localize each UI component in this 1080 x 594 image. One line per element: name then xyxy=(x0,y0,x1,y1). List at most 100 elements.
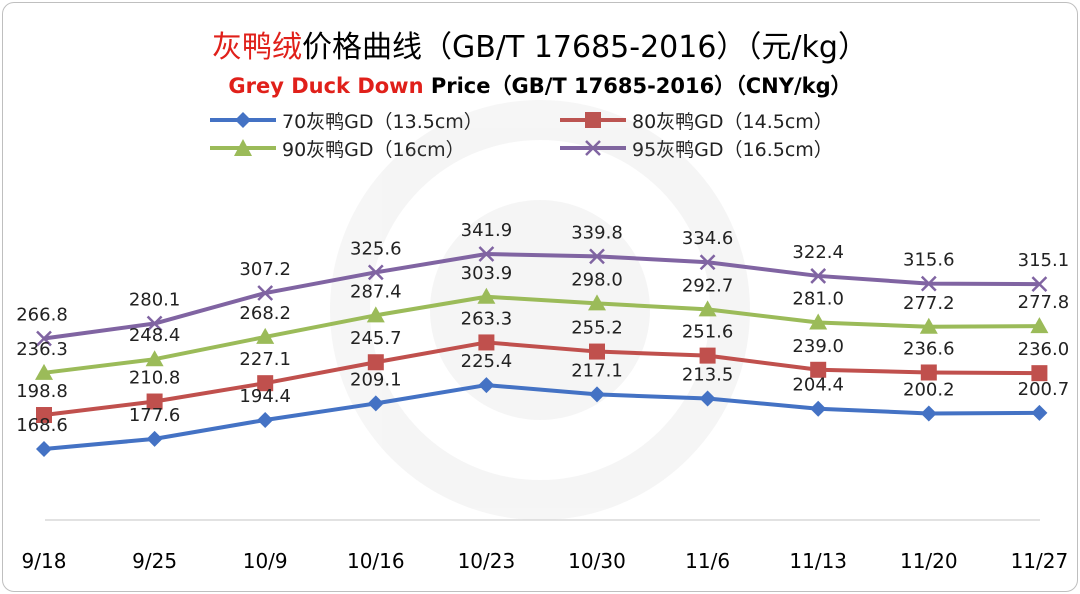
data-label: 177.6 xyxy=(129,405,181,426)
chart-title-cn-highlight: 灰鸭绒 xyxy=(212,30,303,65)
x-tick-label: 11/20 xyxy=(900,549,958,573)
data-point xyxy=(1031,365,1048,382)
legend-marker-x-icon xyxy=(560,140,626,156)
data-label: 263.3 xyxy=(461,308,513,329)
data-point xyxy=(588,294,606,311)
data-point xyxy=(920,364,937,381)
data-label: 236.3 xyxy=(16,339,68,360)
data-label: 248.4 xyxy=(129,325,181,346)
legend-marker-square-icon xyxy=(560,112,626,128)
data-label: 339.8 xyxy=(571,222,623,243)
chart-title-en-rest: Price（GB/T 17685-2016）（CNY/kg） xyxy=(423,74,852,98)
legend-label-95: 95灰鸭GD（16.5cm） xyxy=(632,138,833,161)
data-label: 292.7 xyxy=(682,275,734,296)
data-point xyxy=(257,411,274,428)
data-label: 281.0 xyxy=(792,289,844,310)
series-line-0 xyxy=(43,383,1040,451)
data-label: 325.6 xyxy=(350,238,402,259)
data-point xyxy=(256,327,275,344)
legend-marker-diamond-icon xyxy=(210,112,276,128)
data-point xyxy=(36,407,52,424)
x-tick-label: 9/18 xyxy=(22,549,67,573)
legend-item-70: 70灰鸭GD（13.5cm） xyxy=(210,108,483,133)
data-label: 322.4 xyxy=(792,242,844,263)
data-label: 209.1 xyxy=(350,369,402,390)
data-point xyxy=(699,347,716,364)
data-point xyxy=(920,405,937,422)
legend-item-90: 90灰鸭GD（16cm） xyxy=(210,136,465,161)
data-point xyxy=(366,306,385,323)
data-label: 236.6 xyxy=(903,338,955,359)
data-point xyxy=(36,330,52,347)
data-label: 227.1 xyxy=(239,349,291,370)
data-point xyxy=(589,248,605,265)
data-label: 315.6 xyxy=(903,250,955,271)
x-tick-label: 10/23 xyxy=(458,549,516,573)
legend-label-70: 70灰鸭GD（13.5cm） xyxy=(282,110,483,133)
legend-label-90: 90灰鸭GD（16cm） xyxy=(282,138,465,161)
data-point xyxy=(367,264,384,281)
data-point xyxy=(589,343,605,360)
data-point xyxy=(478,377,495,394)
data-point xyxy=(1031,276,1048,293)
data-label: 334.6 xyxy=(682,228,734,249)
data-point xyxy=(367,354,384,371)
x-tick-label: 10/9 xyxy=(243,549,288,573)
data-label: 303.9 xyxy=(461,263,513,284)
data-point xyxy=(478,246,495,262)
series-line-2 xyxy=(43,294,1040,375)
data-label: 168.6 xyxy=(16,415,68,436)
data-point xyxy=(257,375,274,392)
data-label: 225.4 xyxy=(461,351,513,372)
data-label: 217.1 xyxy=(571,360,623,381)
series-line-1 xyxy=(43,340,1040,418)
data-point xyxy=(809,313,828,330)
legend-item-80: 80灰鸭GD（14.5cm） xyxy=(560,108,833,133)
data-label: 341.9 xyxy=(461,220,513,241)
x-tick-label: 11/6 xyxy=(685,549,730,573)
chart-title-cn-rest: 价格曲线（GB/T 17685-2016）（元/kg） xyxy=(302,30,868,65)
data-label: 200.7 xyxy=(1018,379,1070,400)
data-point xyxy=(146,315,163,332)
data-label: 287.4 xyxy=(350,281,402,302)
data-label: 213.5 xyxy=(682,364,734,385)
data-point xyxy=(810,400,827,417)
chart-title-cn: 灰鸭绒价格曲线（GB/T 17685-2016）（元/kg） xyxy=(0,22,1080,66)
data-label: 266.8 xyxy=(16,305,68,326)
data-point xyxy=(146,430,163,447)
data-label: 236.0 xyxy=(1018,339,1070,360)
data-label: 277.8 xyxy=(1018,292,1070,313)
data-label: 194.4 xyxy=(239,386,291,407)
data-point xyxy=(367,395,384,412)
data-label: 204.4 xyxy=(792,375,844,396)
data-point xyxy=(810,361,827,378)
data-label: 268.2 xyxy=(239,303,291,324)
data-point xyxy=(257,285,274,301)
x-tick-label: 11/13 xyxy=(789,549,847,573)
data-label: 277.2 xyxy=(903,293,955,314)
data-label: 280.1 xyxy=(129,290,181,311)
data-point xyxy=(699,254,716,271)
data-label: 315.1 xyxy=(1018,250,1070,271)
data-point xyxy=(699,390,716,407)
data-label: 239.0 xyxy=(792,336,844,357)
data-point xyxy=(145,350,164,367)
data-label: 198.8 xyxy=(16,381,68,402)
data-point xyxy=(920,275,937,292)
data-point xyxy=(1031,404,1048,421)
data-label: 255.2 xyxy=(571,318,623,339)
data-point xyxy=(810,268,827,284)
data-point xyxy=(478,334,495,351)
data-point xyxy=(146,393,163,410)
legend-item-95: 95灰鸭GD（16.5cm） xyxy=(560,136,833,161)
data-point xyxy=(589,386,605,403)
series-line-3 xyxy=(43,252,1040,341)
x-tick-label: 9/25 xyxy=(132,549,177,573)
x-tick-label: 10/30 xyxy=(568,549,626,573)
data-label: 307.2 xyxy=(239,259,291,280)
chart-title-en-highlight: Grey Duck Down xyxy=(228,74,424,98)
data-label: 251.6 xyxy=(682,322,734,343)
x-tick-label: 10/16 xyxy=(347,549,405,573)
